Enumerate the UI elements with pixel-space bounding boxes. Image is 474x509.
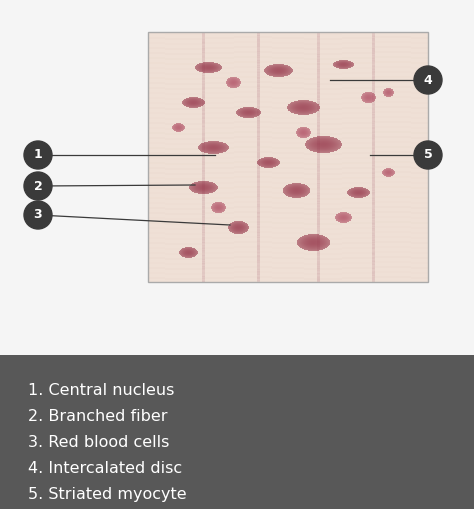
Text: 2: 2 (34, 180, 42, 192)
Text: 2. Branched fiber: 2. Branched fiber (28, 409, 167, 424)
Circle shape (24, 141, 52, 169)
Text: 1. Central nucleus: 1. Central nucleus (28, 383, 174, 398)
Text: 5: 5 (424, 149, 432, 161)
Text: 3. Red blood cells: 3. Red blood cells (28, 435, 169, 450)
Text: 3: 3 (34, 209, 42, 221)
Text: 4. Intercalated disc: 4. Intercalated disc (28, 461, 182, 476)
Circle shape (414, 66, 442, 94)
Circle shape (24, 172, 52, 200)
Text: 4: 4 (424, 73, 432, 87)
Circle shape (24, 201, 52, 229)
Text: 5. Striated myocyte: 5. Striated myocyte (28, 487, 187, 502)
Bar (0, 355, 474, 509)
Circle shape (414, 141, 442, 169)
Text: 1: 1 (34, 149, 42, 161)
Bar (148, 32, 428, 282)
